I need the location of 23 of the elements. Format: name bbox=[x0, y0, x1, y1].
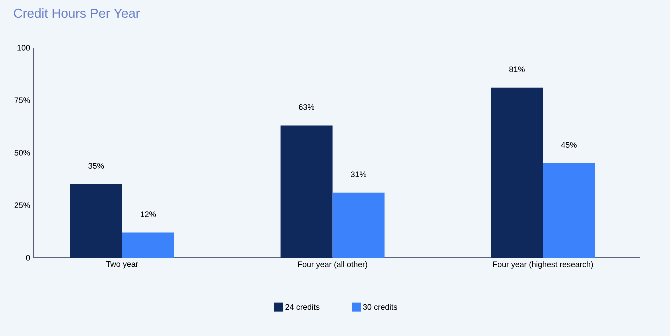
bar bbox=[122, 232, 174, 258]
y-tick-label: 75% bbox=[14, 98, 30, 104]
bar bbox=[280, 126, 333, 258]
y-tick-label: 100 bbox=[18, 45, 30, 51]
y-tick-label: 50% bbox=[14, 150, 30, 156]
bar bbox=[491, 88, 544, 258]
bar bbox=[543, 163, 596, 258]
bar bbox=[332, 192, 385, 258]
legend-label: 24 credits bbox=[286, 304, 320, 310]
chart-title: Credit Hours Per Year bbox=[14, 8, 140, 18]
text: 31% bbox=[351, 172, 367, 178]
text: 81% bbox=[510, 66, 525, 72]
text: 12% bbox=[140, 212, 156, 218]
x-tick-label: Two year bbox=[106, 262, 138, 269]
legend-label: 30 credits bbox=[363, 304, 398, 310]
x-tick-label: Four year (highest research) bbox=[493, 262, 594, 269]
y-tick-label: 0 bbox=[26, 255, 30, 261]
y-tick-label: 25% bbox=[14, 202, 30, 208]
text: 35% bbox=[88, 163, 104, 169]
text: 45% bbox=[561, 142, 577, 148]
x-tick-label: Four year (all other) bbox=[298, 262, 368, 269]
bar bbox=[70, 184, 122, 258]
text: 63% bbox=[299, 104, 315, 110]
